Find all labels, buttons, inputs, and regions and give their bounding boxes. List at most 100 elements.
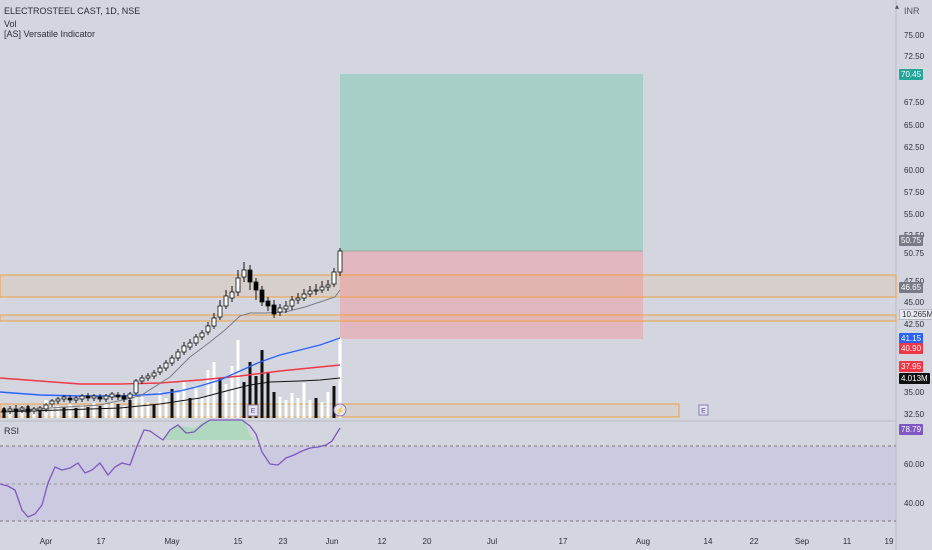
price-tick: 50.75 — [904, 249, 925, 258]
volume-bar — [212, 362, 216, 418]
candle-body — [307, 290, 313, 295]
candle-body — [223, 295, 229, 307]
volume-bar — [332, 386, 336, 418]
candle-body — [229, 291, 235, 299]
candle-body — [187, 342, 193, 348]
volume-bar — [284, 400, 288, 418]
volume-bar — [218, 378, 222, 418]
candle-body — [211, 317, 217, 327]
candle-body — [283, 305, 289, 310]
time-axis[interactable]: Apr 17 May 15 23 Jun 12 20 Jul 17 Aug 14… — [40, 537, 894, 546]
resistance-zone[interactable] — [0, 274, 897, 298]
candle-body — [37, 407, 43, 411]
volume-bar — [230, 366, 234, 418]
volume-bar — [164, 398, 168, 418]
volume-bar — [272, 392, 276, 418]
target-zone[interactable] — [340, 74, 643, 251]
candle-body — [193, 336, 199, 344]
candle-body — [253, 281, 259, 291]
candle-body — [205, 325, 211, 333]
candle-body — [127, 393, 133, 399]
candle-body — [271, 304, 277, 315]
candle-body — [133, 380, 139, 394]
candle-body — [121, 395, 127, 400]
volume-bar — [308, 400, 312, 418]
candle-body — [61, 396, 67, 400]
candle-body — [325, 284, 331, 288]
time-tick: Sep — [795, 537, 810, 546]
volume-bar — [266, 372, 270, 418]
volume-legend[interactable]: Vol — [4, 19, 17, 29]
time-tick: 17 — [97, 537, 106, 546]
candle-body — [145, 375, 151, 379]
volume-bar — [140, 397, 144, 418]
price-tick: 60.00 — [904, 166, 925, 175]
stop-zone[interactable] — [340, 251, 643, 339]
candle-body — [175, 351, 181, 359]
svg-text:⚡: ⚡ — [336, 406, 345, 415]
ma-blue-badge: 41.15 — [899, 333, 924, 344]
split-marker[interactable]: ⚡ — [333, 403, 347, 417]
volume-bar — [146, 402, 150, 418]
rsi-legend[interactable]: RSI — [4, 426, 20, 436]
candle-body — [49, 400, 55, 405]
collapse-icon[interactable]: ▴ — [894, 2, 899, 11]
candle-body — [79, 395, 85, 400]
volume-bar — [68, 404, 72, 418]
candle-body — [97, 396, 103, 400]
rsi-value-badge: 78.79 — [899, 424, 924, 435]
candle-body — [139, 377, 145, 382]
volume-bar — [320, 402, 324, 418]
volume-ma-line — [0, 377, 341, 413]
price-axis[interactable]: 75.00 72.50 67.50 65.00 62.50 60.00 57.5… — [904, 31, 925, 508]
volume-bar — [248, 362, 252, 418]
time-tick: 22 — [750, 537, 759, 546]
candle-body — [331, 271, 337, 285]
volume-bar — [74, 408, 78, 418]
volume-bar — [296, 398, 300, 418]
indicator-legend[interactable]: [AS] Versatile Indicator — [4, 29, 96, 39]
target-price-badge: 70.45 — [899, 69, 924, 80]
time-tick: 23 — [279, 537, 288, 546]
earnings-marker-future[interactable]: E — [698, 404, 709, 416]
ma-blue-line — [0, 337, 341, 397]
candle-body — [181, 345, 187, 353]
volume-ma-badge: 4.013M — [899, 373, 930, 384]
candle-body — [169, 357, 175, 364]
volume-bar — [290, 393, 294, 418]
volume-bar — [8, 411, 12, 418]
rsi-line — [0, 419, 341, 518]
candle-body — [109, 393, 115, 398]
ma-red-line — [0, 364, 341, 385]
candle-body — [1, 409, 7, 413]
volume-bar — [278, 397, 282, 418]
earnings-marker[interactable]: E — [247, 404, 259, 417]
candle-body — [31, 408, 37, 412]
rsi-overbought-fill — [165, 420, 255, 440]
time-tick: 12 — [378, 537, 387, 546]
time-tick: Aug — [636, 537, 650, 546]
time-tick: Jul — [487, 537, 497, 546]
support-zone[interactable] — [0, 314, 897, 322]
price-tick: 55.00 — [904, 210, 925, 219]
volume-bar — [194, 386, 198, 418]
volume-bar — [98, 406, 102, 418]
time-tick: 20 — [423, 537, 432, 546]
candle-body — [337, 250, 343, 273]
candle-body — [157, 367, 163, 373]
volume-bar — [188, 398, 192, 418]
volume-bar — [260, 350, 264, 418]
volume-bar — [200, 397, 204, 418]
time-tick: Jun — [326, 537, 339, 546]
candle-body — [247, 269, 253, 283]
symbol-title[interactable]: ELECTROSTEEL CAST, 1D, NSE — [4, 6, 141, 16]
candle-body — [103, 395, 109, 400]
volume-bar — [56, 406, 60, 418]
volume-bar — [104, 404, 108, 418]
candle-body — [19, 407, 25, 411]
volume-bar — [176, 393, 180, 418]
candle-body — [199, 332, 205, 338]
price-tick: 65.00 — [904, 121, 925, 130]
